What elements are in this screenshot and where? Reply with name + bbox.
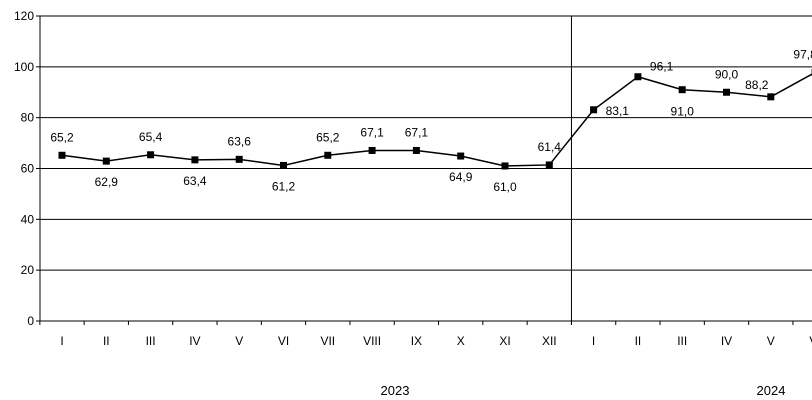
y-tick-label: 40 (21, 212, 35, 226)
data-point-III (678, 86, 686, 94)
x-tick-label: X (457, 334, 465, 348)
data-point-V (235, 155, 243, 163)
x-tick-label: II (103, 334, 110, 348)
data-point-XI (501, 162, 509, 170)
y-tick-label: 20 (21, 263, 35, 277)
y-tick-label: 60 (21, 162, 35, 176)
data-point-VI (280, 161, 287, 169)
x-tick-label: VII (320, 334, 335, 348)
x-tick-label: VIII (363, 334, 381, 348)
data-label-IX: 67,1 (405, 125, 429, 139)
x-tick-label: VI (809, 334, 812, 348)
x-tick-label: III (677, 334, 687, 348)
data-point-X (457, 152, 465, 160)
data-point-I (58, 151, 66, 159)
data-point-VIII (368, 146, 376, 154)
year-label-2024: 2024 (757, 383, 786, 398)
data-point-II (102, 157, 110, 165)
data-label-III: 65,4 (139, 130, 163, 144)
data-point-II (634, 73, 642, 81)
data-label-XI: 61,0 (493, 180, 517, 194)
x-tick-label: II (635, 334, 642, 348)
year-label-2023: 2023 (381, 383, 410, 398)
data-point-V (767, 93, 775, 101)
x-tick-label: III (146, 334, 156, 348)
data-point-IV (723, 88, 730, 96)
data-label-I: 65,2 (50, 130, 74, 144)
x-tick-label: I (592, 334, 595, 348)
data-labels: 65,2 62,9 65,4 63,4 63,6 61,2 65,2 67,1 67,1 64,9… (50, 47, 812, 194)
data-point-I (590, 106, 598, 114)
year-labels: 2023 2024 (381, 383, 786, 398)
data-label-IV: 90,0 (715, 67, 739, 81)
x-tick-label: IX (411, 334, 422, 348)
y-tick-label: 0 (27, 314, 34, 328)
data-point-IV (191, 156, 199, 164)
data-label-V: 63,6 (228, 134, 252, 148)
grid-lines (40, 15, 812, 271)
data-label-II: 96,1 (650, 60, 674, 74)
y-tick-label: 80 (21, 111, 35, 125)
x-tick-label: IV (721, 334, 732, 348)
data-point-VII (324, 151, 332, 159)
data-label-V: 88,2 (745, 78, 769, 92)
data-label-III: 91,0 (671, 105, 695, 119)
data-label-VI: 97,8 (793, 47, 812, 61)
data-label-I: 83,1 (606, 104, 630, 118)
x-tick-label: V (767, 334, 775, 348)
data-label-VIII: 67,1 (360, 125, 384, 139)
data-label-IV: 63,4 (183, 174, 207, 188)
y-axis: 0 20 40 60 80 100 120 (14, 9, 41, 328)
series-polyline (61, 73, 812, 167)
x-tick-label: VI (278, 334, 289, 348)
series-line (58, 68, 812, 170)
data-point-XII (545, 161, 553, 169)
data-point-III (147, 151, 155, 159)
y-tick-label: 100 (14, 60, 34, 74)
data-label-XII: 61,4 (538, 140, 562, 154)
data-label-VI: 61,2 (272, 179, 296, 193)
data-label-II: 62,9 (95, 175, 119, 189)
data-label-VII: 65,2 (316, 130, 340, 144)
x-tick-label: V (235, 334, 243, 348)
x-tick-label: XII (542, 334, 557, 348)
x-axis: IIIIIIIVVVIVIIVIIIIXXXIXIIIIIIIIIVVVI (39, 16, 812, 348)
y-tick-label: 120 (14, 9, 34, 23)
x-tick-label: I (60, 334, 63, 348)
data-label-X: 64,9 (449, 170, 473, 184)
x-tick-label: XI (499, 334, 510, 348)
data-point-IX (412, 146, 420, 154)
x-tick-label: IV (189, 334, 200, 348)
